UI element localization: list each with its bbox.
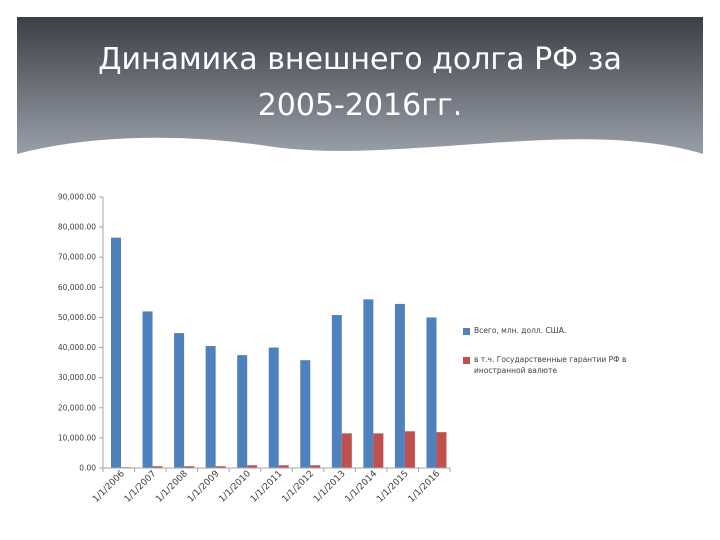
y-tick-label: 20,000.00 bbox=[58, 403, 96, 412]
legend-item-total: Всего, млн. долл. США. bbox=[463, 325, 663, 336]
bar-total bbox=[142, 311, 153, 468]
title-banner: Динамика внешнего долга РФ за 2005-2016г… bbox=[17, 17, 703, 177]
x-tick-label: 1/1/2009 bbox=[186, 469, 222, 505]
y-tick-label: 90,000.00 bbox=[58, 193, 96, 202]
bar-gov bbox=[152, 466, 163, 468]
x-tick-label: 1/1/2012 bbox=[281, 469, 317, 505]
bar-total bbox=[174, 333, 185, 468]
y-tick-label: 70,000.00 bbox=[58, 253, 96, 262]
x-tick-label: 1/1/2013 bbox=[312, 469, 348, 505]
banner-background bbox=[17, 17, 703, 156]
bar-gov bbox=[341, 433, 352, 468]
bars bbox=[111, 237, 447, 468]
bar-gov bbox=[278, 465, 289, 468]
x-tick-label: 1/1/2008 bbox=[154, 469, 190, 505]
bar-total bbox=[237, 355, 248, 468]
y-tick-label: 50,000.00 bbox=[58, 313, 96, 322]
legend-label-gov: в т.ч. Государственные гарантии РФ в ино… bbox=[474, 355, 627, 375]
y-tick-label: 80,000.00 bbox=[58, 223, 96, 232]
chart-legend: Всего, млн. долл. США. в т.ч. Государств… bbox=[463, 325, 663, 394]
y-tick-label: 0.00 bbox=[79, 464, 96, 473]
bar-total bbox=[300, 360, 311, 468]
y-axis: 0.00 10,000.00 20,000.00 30,000.00 40,000.00… bbox=[58, 193, 104, 473]
bar-gov bbox=[310, 465, 321, 468]
x-tick-label: 1/1/2007 bbox=[123, 469, 159, 505]
x-axis: 1/1/20061/1/20071/1/20081/1/20091/1/2010… bbox=[91, 467, 451, 505]
y-tick-label: 30,000.00 bbox=[58, 373, 96, 382]
bar-total bbox=[111, 237, 121, 468]
bar-total bbox=[331, 315, 342, 468]
y-tick-label: 60,000.00 bbox=[58, 283, 96, 292]
bar-gov bbox=[215, 466, 226, 468]
legend-swatch-gov bbox=[463, 357, 470, 364]
x-tick-label: 1/1/2015 bbox=[375, 469, 411, 505]
bar-gov bbox=[247, 465, 258, 468]
x-tick-label: 1/1/2010 bbox=[217, 469, 253, 505]
bar-total bbox=[268, 347, 279, 468]
legend-label-total: Всего, млн. долл. США. bbox=[474, 326, 567, 335]
y-tick-label: 10,000.00 bbox=[58, 433, 96, 442]
y-tick-label: 40,000.00 bbox=[58, 343, 96, 352]
bar-total bbox=[426, 317, 437, 468]
slide-title: Динамика внешнего долга РФ за 2005-2016г… bbox=[98, 42, 622, 123]
bar-total bbox=[205, 346, 216, 468]
bar-total bbox=[363, 299, 374, 468]
bar-total bbox=[394, 303, 405, 468]
x-tick-label: 1/1/2006 bbox=[91, 469, 127, 505]
legend-item-gov: в т.ч. Государственные гарантии РФ в ино… bbox=[463, 354, 663, 376]
x-tick-label: 1/1/2011 bbox=[249, 469, 285, 505]
bar-gov bbox=[404, 431, 415, 468]
x-tick-label: 1/1/2014 bbox=[344, 469, 380, 505]
bar-gov bbox=[436, 432, 447, 468]
x-tick-label: 1/1/2016 bbox=[407, 469, 443, 505]
bar-gov bbox=[373, 433, 384, 468]
legend-swatch-total bbox=[463, 328, 470, 335]
bar-gov bbox=[184, 466, 195, 468]
